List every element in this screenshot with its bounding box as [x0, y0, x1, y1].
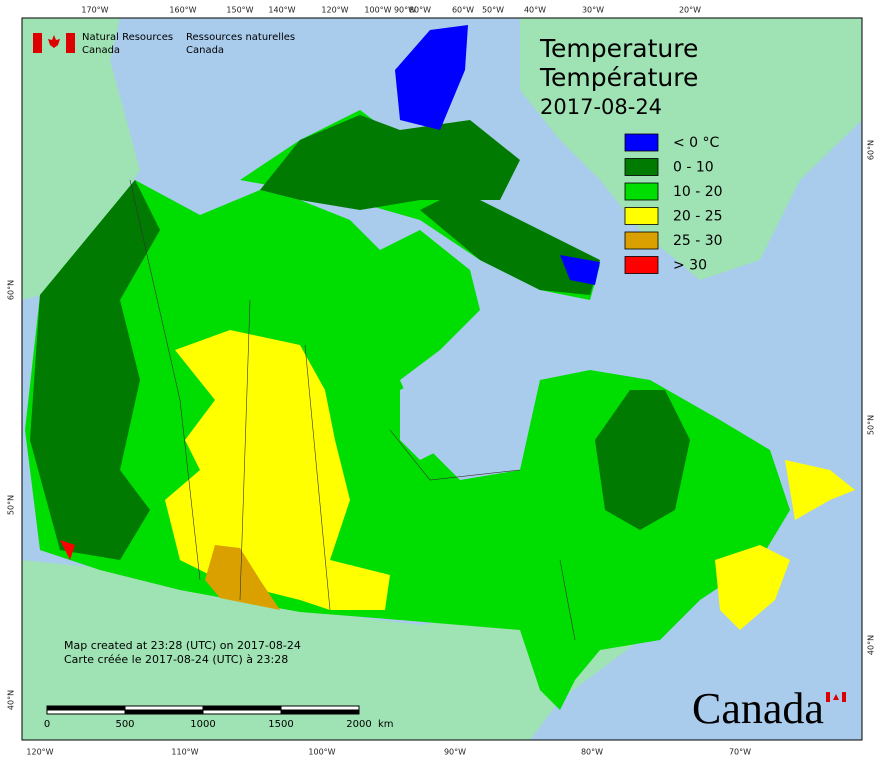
legend-swatch: [624, 231, 659, 250]
title-date: 2017-08-24: [540, 95, 662, 119]
legend-label: < 0 °C: [673, 135, 720, 151]
longitude-label: 140°W: [268, 6, 295, 15]
legend-swatch: [624, 158, 659, 176]
longitude-label: 80°W: [409, 6, 431, 15]
legend-swatch: [624, 133, 659, 152]
scale-label: 2000: [346, 719, 371, 730]
legend-label: 0 - 10: [673, 160, 714, 176]
longitude-label: 110°W: [171, 748, 198, 757]
latitude-label: 60°N: [7, 280, 16, 300]
longitude-label: 40°W: [524, 6, 546, 15]
legend-label: 25 - 30: [673, 233, 723, 249]
canada-wordmark: Canada: [692, 684, 824, 733]
longitude-label: 100°W: [308, 748, 335, 757]
created-fr: Carte créée le 2017-08-24 (UTC) à 23:28: [64, 653, 288, 666]
province-borders: [129, 179, 576, 641]
created-en: Map created at 23:28 (UTC) on 2017-08-24: [64, 639, 301, 652]
longitude-label: 90°W: [394, 6, 416, 15]
longitude-label: 100°W: [364, 6, 391, 15]
agency-en: Natural Resources: [82, 32, 173, 43]
scale-label: 0: [44, 719, 50, 730]
legend-swatch: [624, 182, 659, 201]
title-fr: Température: [539, 63, 698, 92]
nrcan-logo: [33, 33, 75, 53]
agency-fr2: Canada: [186, 45, 224, 56]
scale-label: 500: [115, 719, 134, 730]
scale-label: 1000: [190, 719, 215, 730]
legend-swatch: [624, 207, 659, 225]
map-frame: [21, 17, 863, 741]
agency-en2: Canada: [82, 45, 120, 56]
longitude-label: 120°W: [321, 6, 348, 15]
longitude-label: 160°W: [169, 6, 196, 15]
longitude-label: 30°W: [582, 6, 604, 15]
longitude-label: 80°W: [581, 748, 603, 757]
longitude-label: 70°W: [729, 748, 751, 757]
longitude-label: 170°W: [81, 6, 108, 15]
scale-bar: [46, 705, 360, 715]
longitude-label: 90°W: [444, 748, 466, 757]
agency-fr: Ressources naturelles: [186, 32, 295, 43]
canada-land: [25, 25, 855, 710]
legend-label: 10 - 20: [673, 184, 723, 200]
longitude-label: 60°W: [452, 6, 474, 15]
latitude-label: 50°N: [867, 415, 876, 435]
legend-label: > 30: [673, 258, 707, 274]
longitude-label: 20°W: [679, 6, 701, 15]
latitude-label: 40°N: [7, 690, 16, 710]
latitude-label: 50°N: [7, 495, 16, 515]
longitude-label: 150°W: [226, 6, 253, 15]
scale-label: 1500: [268, 719, 293, 730]
latitude-label: 40°N: [867, 635, 876, 655]
latitude-label: 60°N: [867, 140, 876, 160]
legend-swatch: [624, 256, 659, 274]
wordmark-flag: [826, 692, 846, 702]
legend-label: 20 - 25: [673, 209, 723, 225]
scale-unit: km: [378, 719, 394, 730]
other-land: [22, 18, 862, 740]
title-en: Temperature: [539, 34, 698, 63]
longitude-label: 50°W: [482, 6, 504, 15]
longitude-label: 120°W: [26, 748, 53, 757]
